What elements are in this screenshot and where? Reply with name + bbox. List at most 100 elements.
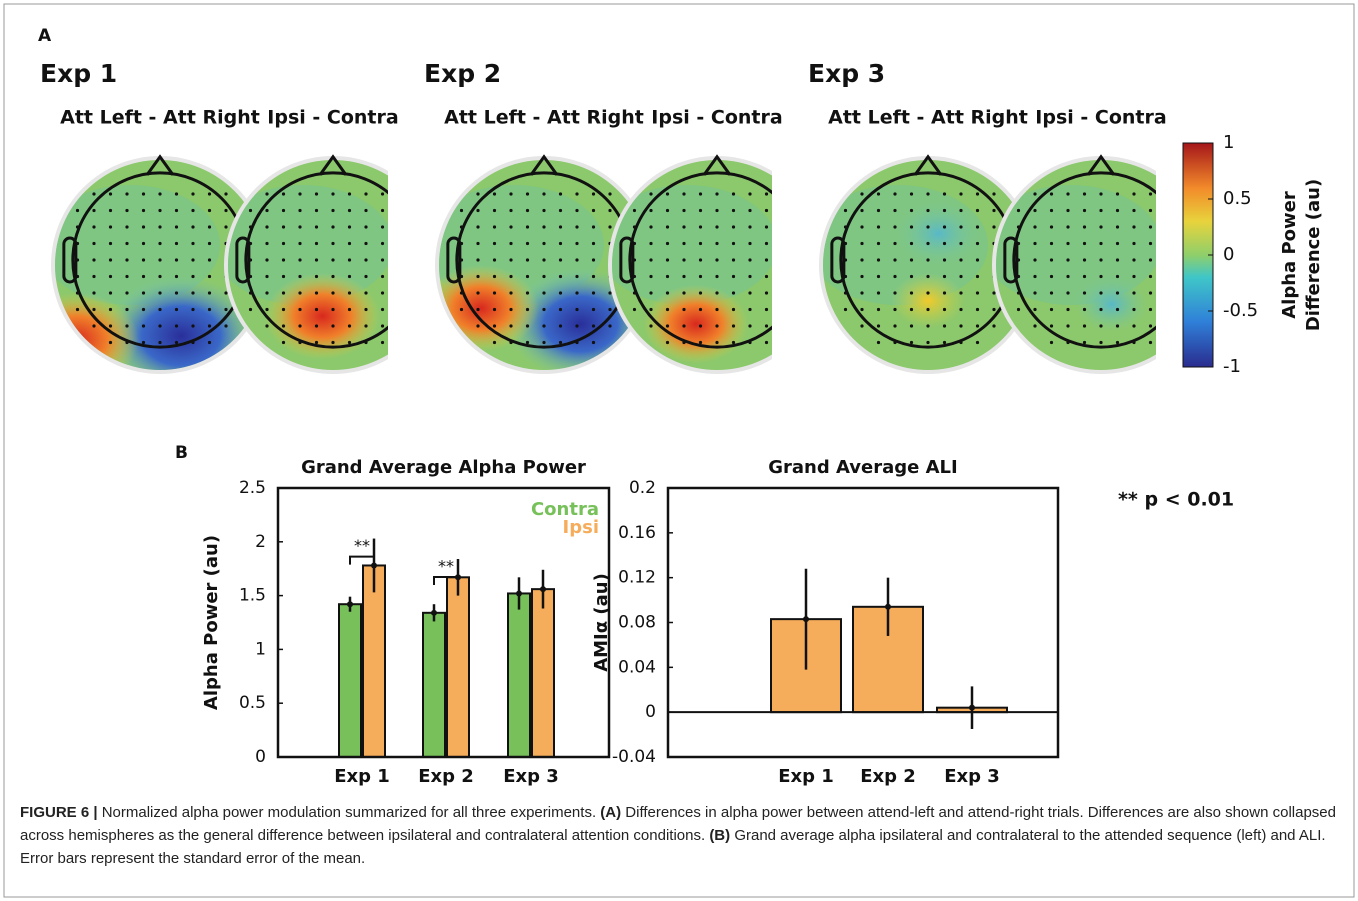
electrode: [476, 192, 480, 196]
electrode: [649, 258, 653, 262]
electrode: [649, 274, 653, 279]
experiment-title: Exp 3: [808, 59, 885, 88]
electrode: [909, 324, 914, 328]
electrode: [843, 241, 848, 246]
electrode: [975, 258, 980, 262]
electrode: [665, 241, 670, 246]
electrode: [174, 340, 179, 345]
legend-entry: Contra: [531, 499, 599, 520]
electrode: [1132, 324, 1136, 328]
electrode: [1115, 340, 1120, 345]
electrode: [492, 192, 497, 196]
caption: FIGURE 6 | Normalized alpha power modula…: [20, 801, 1338, 870]
electrode: [665, 307, 670, 312]
electrode: [248, 225, 253, 229]
electrode: [909, 307, 914, 312]
electrode: [207, 208, 212, 213]
electrode: [347, 192, 352, 196]
electrode: [876, 340, 881, 345]
electrode: [893, 192, 897, 196]
electrode: [1082, 291, 1087, 295]
electrode: [1099, 340, 1103, 345]
electrode: [174, 192, 179, 196]
electrode: [992, 192, 996, 196]
electrode: [926, 340, 930, 345]
electrode: [525, 324, 530, 328]
electrode: [1148, 291, 1153, 295]
electrode: [75, 208, 80, 213]
electrode: [1016, 307, 1021, 312]
electrode: [909, 192, 914, 196]
electrode: [1148, 340, 1153, 345]
electrode: [682, 291, 686, 295]
electrode: [108, 340, 113, 345]
electrode: [876, 307, 881, 312]
electrode: [492, 324, 497, 328]
electrode: [959, 307, 963, 312]
bar: [422, 611, 446, 758]
electrode: [975, 340, 980, 345]
electrode: [1016, 274, 1021, 279]
electrode: [975, 274, 980, 279]
electrode: [397, 192, 400, 195]
electrode: [314, 241, 319, 246]
electrode: [191, 274, 195, 279]
caption-label: FIGURE 6 |: [20, 804, 98, 821]
electrode: [380, 274, 385, 279]
electrode: [476, 241, 480, 246]
electrode: [298, 192, 302, 196]
electrode: [893, 340, 897, 345]
bar: [446, 576, 470, 758]
electrode: [174, 258, 179, 262]
electrode: [1099, 274, 1103, 279]
electrode: [1132, 258, 1136, 262]
electrode: [608, 307, 612, 312]
electrode: [682, 208, 686, 213]
electrode: [1115, 307, 1120, 312]
electrode: [731, 258, 736, 262]
electrode: [942, 258, 947, 262]
electrode: [459, 241, 464, 246]
electrode: [893, 307, 897, 312]
electrode: [909, 208, 914, 213]
electrode: [591, 307, 596, 312]
electrode: [698, 340, 703, 345]
electrode: [380, 258, 385, 262]
electrode: [525, 307, 530, 312]
electrode: [314, 274, 319, 279]
electrode: [1165, 242, 1168, 245]
mean-dot: [431, 609, 437, 616]
electrode: [1066, 192, 1070, 196]
electrode: [575, 291, 579, 295]
electrode: [649, 208, 653, 213]
electrode: [191, 340, 195, 345]
electrode: [1099, 192, 1103, 196]
electrode: [397, 275, 400, 278]
electrode: [1099, 291, 1103, 295]
electrode: [92, 225, 96, 229]
electrode: [1033, 208, 1037, 213]
electrode: [298, 258, 302, 262]
electrode: [649, 241, 653, 246]
electrode: [158, 258, 162, 262]
ear: [417, 238, 429, 282]
electrode: [542, 192, 546, 196]
electrode: [942, 192, 947, 196]
electrode: [1049, 258, 1054, 262]
electrode: [682, 192, 686, 196]
electrode: [347, 340, 352, 345]
electrode: [731, 192, 736, 196]
electrode: [75, 241, 80, 246]
electrode: [876, 208, 881, 213]
electrode: [715, 340, 719, 345]
mean-dot: [969, 704, 975, 711]
electrode: [1066, 258, 1070, 262]
electrode: [1115, 208, 1120, 213]
electrode: [926, 324, 930, 328]
electrode: [542, 208, 546, 213]
electrode: [248, 208, 253, 213]
electrode: [314, 192, 319, 196]
electrode: [1115, 324, 1120, 328]
electrode: [174, 291, 179, 295]
electrode: [959, 241, 963, 246]
